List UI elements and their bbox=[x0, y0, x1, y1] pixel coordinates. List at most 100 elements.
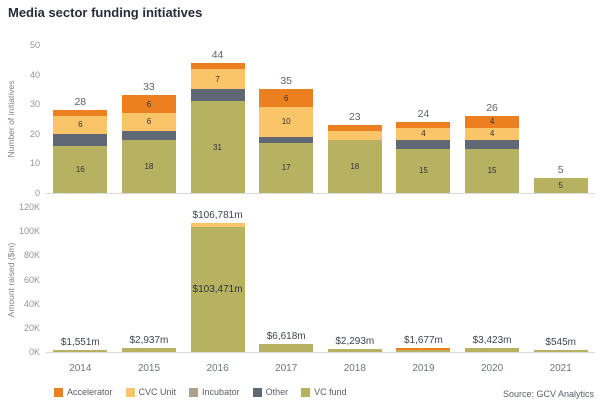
y-tick-amount-120K: 120K bbox=[18, 202, 40, 212]
cvc-unit-swatch-icon bbox=[125, 387, 135, 397]
bar-segment-label: $103,471m bbox=[192, 283, 243, 295]
bar-column-initiatives-2015: 18 6 6 33 bbox=[115, 45, 184, 193]
bar-segment-cvc-unit-2016[interactable] bbox=[190, 223, 245, 227]
bar-segment-cvc-unit-2015[interactable]: 6 bbox=[121, 113, 176, 131]
bar-segment-vc-fund-2020[interactable] bbox=[465, 347, 520, 352]
bar-amount-2016[interactable]: $103,471m bbox=[190, 223, 245, 352]
bar-segment-accelerator-2015[interactable]: 6 bbox=[121, 95, 176, 114]
bar-initiatives-2017[interactable]: 17 10 6 bbox=[259, 89, 314, 193]
bar-segment-label: 6 bbox=[146, 117, 152, 127]
accelerator-swatch-icon bbox=[54, 387, 63, 397]
bar-segment-label: 15 bbox=[418, 166, 428, 176]
bar-segment-vc-fund-2018[interactable] bbox=[327, 349, 382, 352]
bar-segment-label: 17 bbox=[281, 163, 291, 173]
bar-segment-vc-fund-2017[interactable]: 17 bbox=[259, 142, 314, 193]
bar-segment-vc-fund-2014[interactable]: 16 bbox=[53, 145, 108, 193]
bar-segment-vc-fund-2015[interactable] bbox=[121, 348, 176, 352]
y-tick-amount-0K: 0K bbox=[28, 347, 40, 357]
bar-total-label-amount-2019: $1,677m bbox=[403, 334, 443, 346]
bar-segment-label: 7 bbox=[215, 74, 220, 84]
bar-segment-cvc-unit-2019[interactable]: 4 bbox=[396, 127, 451, 140]
y-tick-initiatives-30: 30 bbox=[29, 99, 40, 110]
bar-segment-cvc-unit-2016[interactable]: 7 bbox=[190, 68, 245, 90]
bar-column-amount-2018: $2,293m bbox=[321, 207, 390, 352]
initiatives-chart-plot bbox=[46, 45, 595, 194]
bar-segment-vc-fund-2019[interactable] bbox=[396, 349, 451, 352]
legend-item-vc-fund[interactable]: VC fund bbox=[301, 387, 347, 397]
bar-segment-label: 31 bbox=[213, 142, 223, 152]
bar-total-label-initiatives-2014: 28 bbox=[74, 96, 87, 109]
bar-segment-vc-fund-2021[interactable] bbox=[533, 349, 588, 352]
y-tick-initiatives-40: 40 bbox=[29, 69, 40, 80]
bar-segment-accelerator-2017[interactable]: 6 bbox=[259, 89, 314, 108]
legend-item-cvc-unit[interactable]: CVC Unit bbox=[125, 387, 176, 397]
bar-segment-cvc-unit-2014[interactable]: 6 bbox=[53, 116, 108, 134]
bar-segment-vc-fund-2021[interactable]: 5 bbox=[533, 178, 588, 193]
bar-segment-vc-fund-2016[interactable]: 31 bbox=[190, 101, 245, 193]
bar-segment-other-2017[interactable] bbox=[259, 136, 314, 143]
bar-segment-cvc-unit-2017[interactable]: 10 bbox=[259, 107, 314, 137]
bar-segment-accelerator-2014[interactable] bbox=[53, 110, 108, 117]
bar-column-amount-2021: $545m bbox=[526, 207, 595, 352]
bar-total-label-amount-2018: $2,293m bbox=[335, 336, 375, 348]
bar-amount-2020[interactable] bbox=[465, 347, 520, 352]
bar-segment-vc-fund-2017[interactable] bbox=[259, 344, 314, 352]
bar-segment-other-2020[interactable] bbox=[465, 139, 520, 149]
bar-segment-accelerator-2018[interactable] bbox=[327, 124, 382, 131]
legend-item-accelerator[interactable]: Accelerator bbox=[54, 387, 113, 397]
bar-initiatives-2019[interactable]: 15 4 bbox=[396, 122, 451, 193]
bar-total-label-amount-2021: $545m bbox=[545, 336, 576, 348]
bar-segment-label: 16 bbox=[75, 164, 85, 174]
bar-column-initiatives-2017: 17 10 6 35 bbox=[252, 45, 321, 193]
bar-segment-other-2015[interactable] bbox=[121, 130, 176, 140]
bar-segment-vc-fund-2014[interactable] bbox=[53, 349, 108, 352]
bar-amount-2018[interactable] bbox=[327, 349, 382, 352]
y-tick-amount-20K: 20K bbox=[23, 322, 40, 333]
bar-segment-cvc-unit-2018[interactable] bbox=[327, 130, 382, 140]
bar-segment-cvc-unit-2020[interactable]: 4 bbox=[465, 127, 520, 140]
bar-segment-label: 6 bbox=[146, 99, 152, 109]
bar-segment-other-2014[interactable] bbox=[53, 133, 108, 146]
bar-segment-accelerator-2016[interactable] bbox=[190, 62, 245, 69]
bar-total-label-initiatives-2017: 35 bbox=[280, 75, 293, 88]
bar-segment-accelerator-2019[interactable] bbox=[396, 122, 451, 128]
bar-segment-vc-fund-2016[interactable]: $103,471m bbox=[190, 226, 245, 352]
bar-amount-2015[interactable] bbox=[121, 348, 176, 352]
bar-amount-2021[interactable] bbox=[533, 349, 588, 352]
bar-segment-accelerator-2019[interactable] bbox=[396, 347, 451, 350]
bar-initiatives-2014[interactable]: 16 6 bbox=[53, 110, 108, 193]
bar-segment-accelerator-2020[interactable]: 4 bbox=[465, 116, 520, 128]
bar-segment-label: 6 bbox=[78, 120, 83, 130]
bar-segment-vc-fund-2020[interactable]: 15 bbox=[465, 148, 520, 193]
bar-total-label-amount-2015: $2,937m bbox=[129, 335, 169, 347]
bar-segment-vc-fund-2015[interactable]: 18 bbox=[121, 139, 176, 193]
bar-initiatives-2016[interactable]: 31 7 bbox=[190, 62, 245, 193]
bar-total-label-initiatives-2015: 33 bbox=[143, 81, 155, 94]
bar-initiatives-2020[interactable]: 15 4 4 bbox=[465, 116, 520, 193]
bar-segment-other-2016[interactable] bbox=[190, 89, 245, 102]
bar-total-label-amount-2017: $6,618m bbox=[266, 331, 306, 343]
bar-amount-2017[interactable] bbox=[259, 344, 314, 352]
bar-segment-label: 15 bbox=[487, 166, 497, 176]
bar-segment-label: 4 bbox=[489, 117, 495, 127]
y-tick-amount-100K: 100K bbox=[18, 226, 40, 237]
bar-initiatives-2021[interactable]: 5 bbox=[533, 178, 588, 193]
bar-segment-vc-fund-2018[interactable]: 18 bbox=[327, 139, 382, 193]
bar-segment-label: 6 bbox=[283, 93, 289, 103]
bar-column-amount-2015: $2,937m bbox=[115, 207, 184, 352]
bar-initiatives-2018[interactable]: 18 bbox=[327, 124, 382, 193]
x-axis: 2014 2015 2016 2017 2018 2019 2020 2021 bbox=[46, 363, 595, 377]
bar-total-label-amount-2016: $106,781m bbox=[192, 209, 243, 221]
legend-item-incubator[interactable]: Incubator bbox=[189, 387, 240, 397]
bar-segment-vc-fund-2019[interactable]: 15 bbox=[396, 148, 451, 193]
bar-amount-2019[interactable] bbox=[396, 347, 451, 352]
legend-item-other[interactable]: Other bbox=[252, 387, 288, 397]
incubator-swatch-icon bbox=[189, 387, 199, 397]
x-axis-label-2020: 2020 bbox=[480, 363, 504, 374]
bar-total-label-initiatives-2016: 44 bbox=[211, 48, 224, 61]
y-tick-amount-80K: 80K bbox=[23, 250, 40, 261]
bar-segment-label: 18 bbox=[144, 161, 154, 171]
bar-segment-other-2019[interactable] bbox=[396, 139, 451, 149]
bar-amount-2014[interactable] bbox=[53, 349, 108, 352]
bar-initiatives-2015[interactable]: 18 6 6 bbox=[121, 95, 176, 193]
